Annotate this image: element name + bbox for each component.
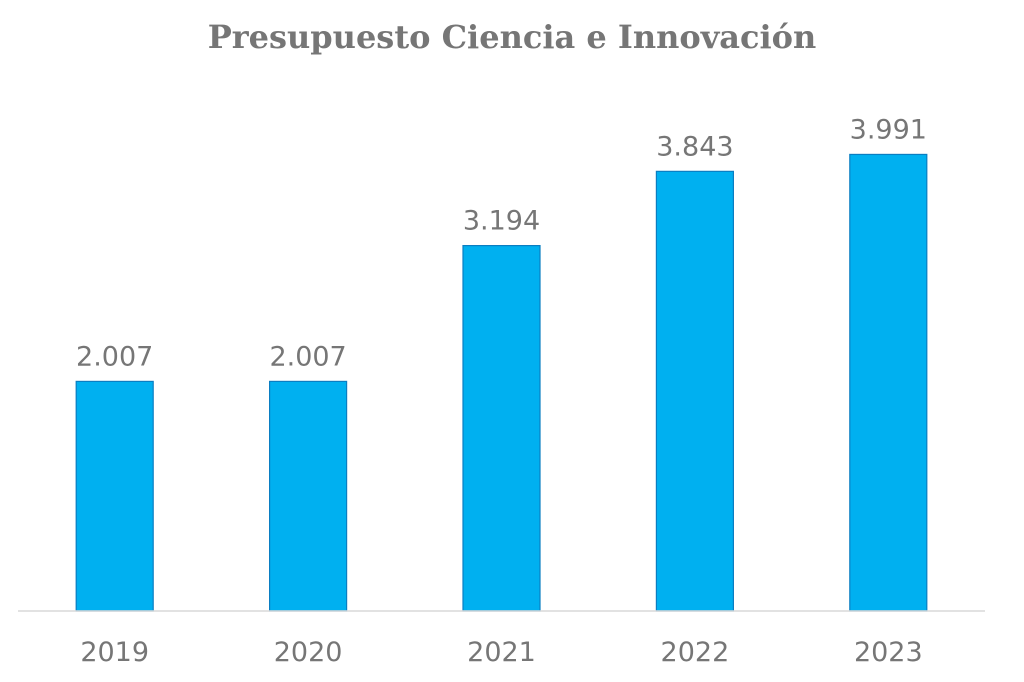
x-tick-label-2019: 2019	[80, 637, 149, 668]
bars-group	[75, 153, 928, 612]
x-tick-label-2023: 2023	[854, 637, 923, 668]
x-tick-label-2021: 2021	[467, 637, 536, 668]
bar-2022	[655, 170, 735, 612]
value-label-2022: 3.843	[656, 131, 733, 162]
x-tick-label-2020: 2020	[274, 637, 343, 668]
value-labels-group: 2.007 2.007 3.194 3.843 3.991	[76, 114, 927, 372]
x-tick-labels-group: 2019 2020 2021 2022 2023	[80, 637, 922, 668]
bar-2021	[462, 245, 541, 612]
value-label-2020: 2.007	[269, 341, 346, 372]
bar-2023	[849, 153, 928, 612]
bar-2019	[75, 380, 154, 612]
value-label-2019: 2.007	[76, 341, 153, 372]
value-label-2023: 3.991	[850, 114, 927, 145]
bar-2020	[269, 380, 348, 612]
x-tick-label-2022: 2022	[661, 637, 730, 668]
chart-title: Presupuesto Ciencia e Innovación	[207, 18, 817, 56]
value-label-2021: 3.194	[463, 206, 540, 237]
